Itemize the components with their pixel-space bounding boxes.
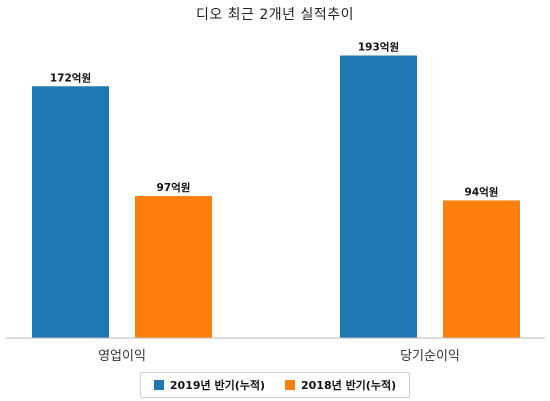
legend-label-2019: 2019년 반기(누적) <box>169 379 265 392</box>
bar-1-1 <box>443 200 520 338</box>
data-label-1-0: 193억원 <box>358 41 399 54</box>
bar-1-0 <box>340 55 417 338</box>
legend-label-2018: 2018년 반기(누적) <box>301 379 397 392</box>
chart-plot: 172억원 97억원 193억원 94억원 영업이익 당기순이익 <box>5 41 545 364</box>
legend-swatch-2019 <box>153 380 164 390</box>
legend: 2019년 반기(누적) 2018년 반기(누적) <box>140 372 410 398</box>
category-label-1: 당기순이익 <box>400 349 460 364</box>
category-label-0: 영업이익 <box>98 349 146 364</box>
chart-title: 디오 최근 2개년 실적추이 <box>195 7 355 23</box>
legend-item-2019: 2019년 반기(누적) <box>153 377 265 393</box>
legend-item-2018: 2018년 반기(누적) <box>285 377 396 393</box>
bar-0-1 <box>135 196 212 338</box>
data-label-0-0: 172억원 <box>50 71 91 84</box>
data-label-1-1: 94억원 <box>465 185 499 198</box>
data-label-0-1: 97억원 <box>157 181 191 194</box>
legend-swatch-2018 <box>285 380 295 390</box>
bar-0-0 <box>32 86 109 338</box>
